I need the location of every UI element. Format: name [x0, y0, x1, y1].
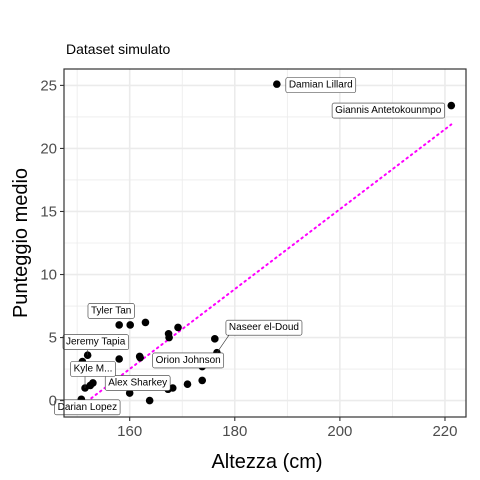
data-points — [77, 80, 456, 405]
x-tick-label: 160 — [117, 423, 142, 440]
point-label-text: Alex Sharkey — [108, 378, 167, 389]
point-label-text: Orion Johnson — [156, 355, 221, 366]
axis-ticks — [60, 84, 446, 421]
point-label-box — [152, 352, 225, 369]
point-label-text: Damian Lillard — [289, 80, 353, 91]
data-point — [165, 333, 173, 342]
data-point — [183, 380, 192, 389]
point-label-text: Darian Lopez — [58, 402, 117, 413]
trend-line — [77, 123, 453, 410]
axis-tick-labels: 160 180 200 220 0 5 10 15 20 25 — [40, 77, 457, 440]
data-point — [447, 101, 456, 110]
point-label: Darian Lopez — [54, 399, 121, 416]
point-label-box — [285, 77, 357, 93]
major-gridlines — [64, 69, 466, 417]
chart-title: Dataset simulato — [66, 41, 170, 57]
point-label-box — [331, 102, 446, 119]
y-tick-label: 25 — [40, 77, 57, 94]
point-label-text: Giannis Antetokounmpo — [335, 105, 442, 116]
y-axis-title: Punteggio medio — [10, 168, 32, 318]
y-tick-label: 5 — [49, 330, 57, 347]
x-tick-label: 200 — [327, 423, 352, 440]
point-label-box — [54, 399, 121, 416]
x-axis-title: Altezza (cm) — [211, 451, 322, 473]
point-label-text: Naseer el-Doud — [229, 322, 299, 333]
data-point — [168, 384, 177, 392]
point-label-box — [62, 334, 130, 351]
point-label: Orion Johnson — [152, 352, 225, 369]
data-point — [198, 376, 207, 385]
point-label: Jeremy Tapia — [62, 334, 130, 356]
data-point — [141, 318, 150, 327]
y-tick-label: 20 — [40, 140, 57, 157]
data-point — [145, 396, 154, 405]
point-label: Damian Lillard — [285, 77, 357, 93]
data-point — [126, 321, 135, 329]
point-label: Kyle M... — [70, 361, 116, 388]
point-label: Tyler Tan — [87, 303, 135, 319]
data-point — [136, 353, 144, 362]
y-tick-label: 15 — [40, 203, 57, 220]
data-point — [89, 379, 97, 387]
point-label-box — [87, 303, 135, 319]
point-label-text: Jeremy Tapia — [66, 337, 126, 348]
y-tick-label: 0 — [49, 393, 57, 410]
point-label-box — [70, 361, 116, 377]
data-point — [273, 80, 281, 88]
point-label: Giannis Antetokounmpo — [331, 102, 446, 119]
point-label-text: Kyle M... — [74, 364, 113, 375]
data-point — [174, 323, 182, 332]
data-point — [83, 351, 92, 360]
point-label-leader — [216, 335, 230, 353]
data-point — [115, 321, 123, 329]
point-label-text: Tyler Tan — [91, 305, 131, 316]
x-tick-label: 180 — [222, 423, 247, 440]
point-label-box — [104, 375, 171, 391]
data-point — [211, 335, 219, 343]
data-point — [125, 389, 134, 397]
point-label: Naseer el-Doud — [216, 319, 303, 353]
point-label-box — [225, 319, 303, 336]
x-tick-label: 220 — [432, 423, 457, 440]
point-labels: Damian Lillard Giannis Antetokounmpo Nasee… — [54, 77, 446, 416]
plot-panel-border — [63, 68, 467, 418]
data-point — [115, 355, 123, 363]
point-label: Alex Sharkey — [104, 375, 171, 391]
y-tick-label: 10 — [40, 267, 57, 284]
minor-gridlines — [64, 69, 466, 417]
